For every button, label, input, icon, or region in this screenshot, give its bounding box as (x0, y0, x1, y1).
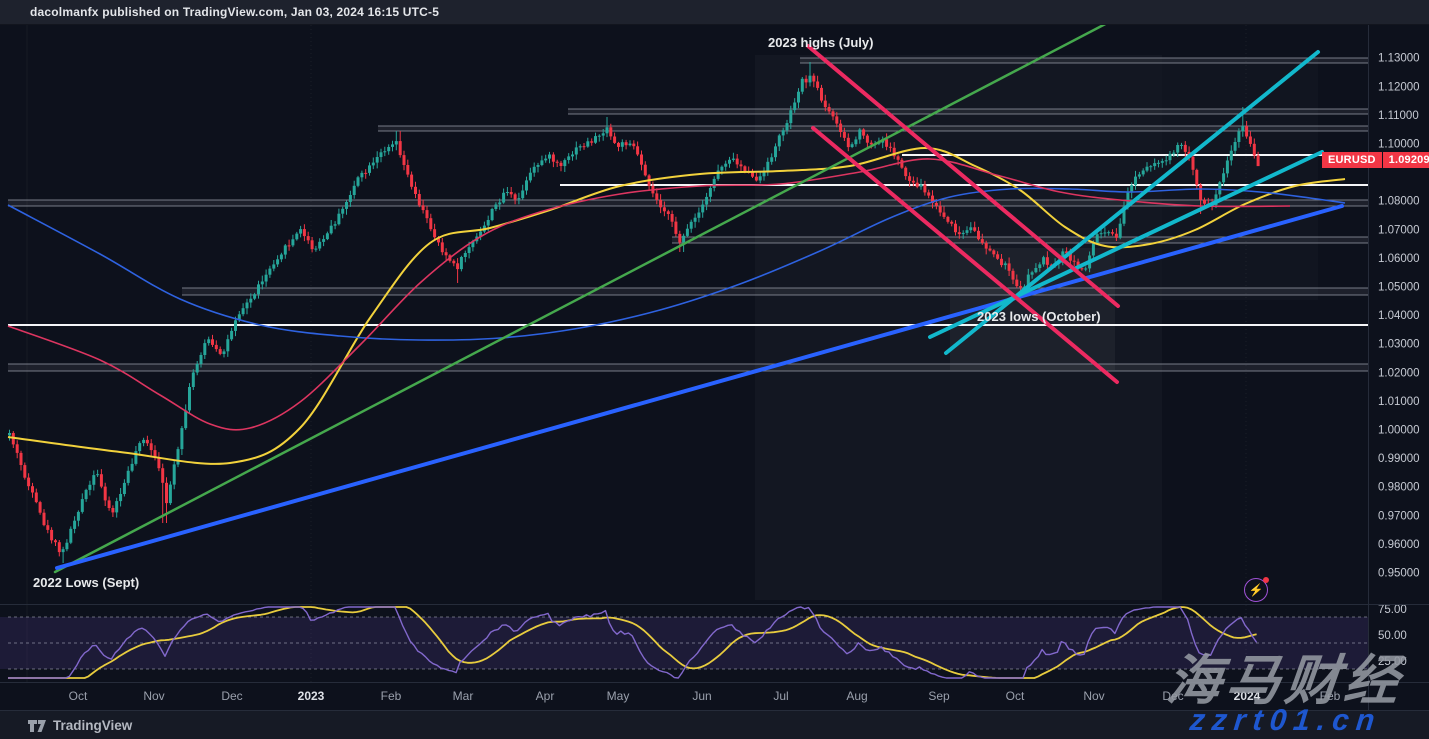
svg-text:0.96000: 0.96000 (1378, 539, 1420, 551)
svg-text:0.99000: 0.99000 (1378, 453, 1420, 465)
svg-text:2024: 2024 (1234, 689, 1261, 703)
svg-text:2023: 2023 (298, 689, 325, 703)
svg-text:Apr: Apr (536, 689, 555, 703)
trendline-drawings (53, 25, 1344, 574)
svg-text:1.13000: 1.13000 (1378, 53, 1420, 65)
svg-text:1.10000: 1.10000 (1378, 139, 1420, 151)
publish-credit: dacolmanfx published on TradingView.com,… (30, 5, 440, 19)
svg-text:2023 highs (July): 2023 highs (July) (768, 35, 873, 50)
chart-annotations: 2023 highs (July) 2023 lows (October) 2022… (33, 35, 1101, 590)
svg-text:1.12000: 1.12000 (1378, 81, 1420, 93)
lightning-bolt-icon: ⚡ (1248, 583, 1264, 597)
last-price-value: 1.09209 (1382, 152, 1429, 168)
svg-text:Oct: Oct (69, 689, 88, 703)
svg-text:Aug: Aug (846, 689, 867, 703)
symbol-label: EURUSD (1322, 152, 1382, 168)
svg-text:Mar: Mar (453, 689, 474, 703)
svg-text:0.98000: 0.98000 (1378, 482, 1420, 494)
last-price-badge: EURUSD 1.09209 (1322, 152, 1429, 168)
svg-text:Jul: Jul (773, 689, 788, 703)
svg-text:50.00: 50.00 (1378, 630, 1407, 642)
svg-text:Feb: Feb (381, 689, 402, 703)
svg-text:2022 Lows (Sept): 2022 Lows (Sept) (33, 575, 139, 590)
svg-text:0.97000: 0.97000 (1378, 510, 1420, 522)
bottom-bar: TradingView (0, 710, 1429, 739)
price-scale[interactable]: 1.13000 1.12000 1.11000 1.10000 1.08000 1.070… (1378, 53, 1420, 580)
tradingview-logo[interactable]: TradingView (28, 718, 132, 733)
svg-text:1.06000: 1.06000 (1378, 253, 1420, 265)
svg-text:Dec: Dec (1162, 689, 1183, 703)
svg-text:Dec: Dec (221, 689, 242, 703)
svg-text:75.00: 75.00 (1378, 604, 1407, 616)
moving-average-lines (7, 147, 1346, 465)
time-scale[interactable]: Oct Nov Dec 2023 Feb Mar Apr May Jun Jul Aug Sep Oct… (69, 689, 1341, 703)
svg-text:1.01000: 1.01000 (1378, 396, 1420, 408)
rsi-pane (0, 606, 1368, 679)
svg-text:Feb: Feb (1320, 689, 1341, 703)
flash-ideas-button[interactable]: ⚡ (1244, 577, 1269, 602)
svg-text:1.07000: 1.07000 (1378, 224, 1420, 236)
header-bar: dacolmanfx published on TradingView.com,… (0, 0, 1429, 25)
svg-text:Nov: Nov (1083, 689, 1104, 703)
svg-text:1.03000: 1.03000 (1378, 339, 1420, 351)
svg-text:25.00: 25.00 (1378, 656, 1407, 668)
tradingview-logo-text: TradingView (53, 718, 133, 733)
pane-borders (0, 25, 1429, 710)
svg-text:1.05000: 1.05000 (1378, 282, 1420, 294)
rsi-scale[interactable]: 75.00 50.00 25.00 (1378, 604, 1407, 668)
svg-text:Sep: Sep (928, 689, 950, 703)
svg-text:1.00000: 1.00000 (1378, 425, 1420, 437)
svg-text:Oct: Oct (1006, 689, 1025, 703)
year-separators (26, 25, 1247, 682)
svg-text:1.11000: 1.11000 (1378, 110, 1419, 122)
svg-text:0.95000: 0.95000 (1378, 568, 1420, 580)
resistance-zones (8, 57, 1368, 372)
svg-text:Jun: Jun (692, 689, 711, 703)
tradingview-logo-icon (28, 719, 46, 732)
highlight-regions (950, 248, 1115, 370)
svg-text:1.04000: 1.04000 (1378, 310, 1420, 322)
notification-dot (1263, 577, 1269, 583)
svg-text:1.08000: 1.08000 (1378, 196, 1420, 208)
svg-text:May: May (607, 689, 630, 703)
svg-text:1.02000: 1.02000 (1378, 367, 1420, 379)
svg-text:Nov: Nov (143, 689, 164, 703)
svg-text:2023 lows (October): 2023 lows (October) (977, 309, 1101, 324)
